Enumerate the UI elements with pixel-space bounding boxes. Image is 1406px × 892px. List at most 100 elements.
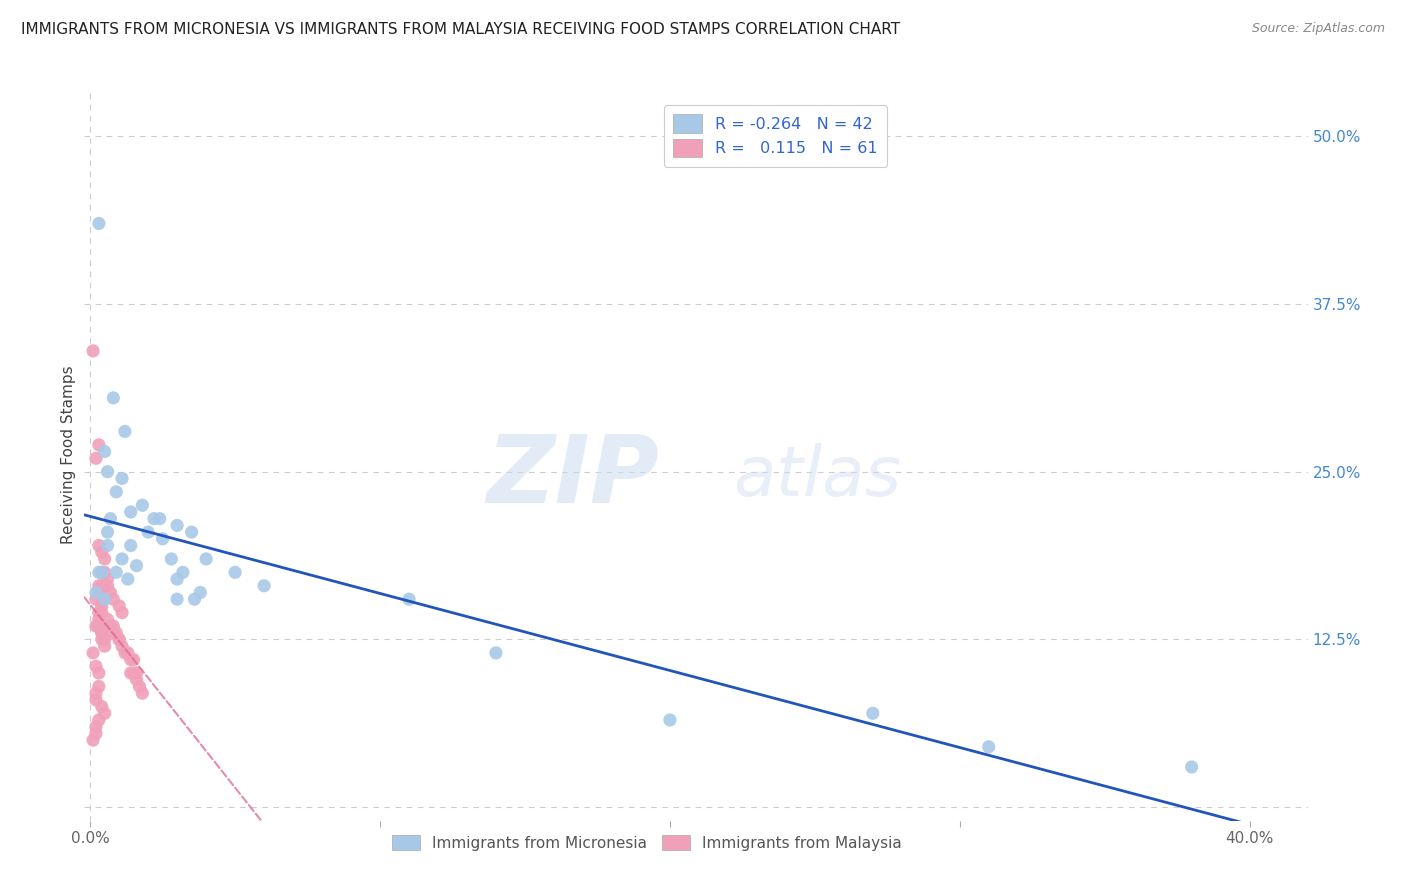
Point: [120, 665, 142, 680]
Point: [84, 686, 107, 700]
Point: [90, 592, 112, 607]
Point: [87, 539, 110, 553]
Point: [90, 566, 112, 580]
Point: [117, 646, 139, 660]
Point: [84, 720, 107, 734]
Point: [114, 646, 136, 660]
Point: [125, 665, 148, 680]
Point: [103, 619, 125, 633]
Point: [84, 693, 107, 707]
Point: [93, 632, 115, 647]
Point: [120, 505, 142, 519]
Point: [122, 652, 145, 666]
Point: [117, 572, 139, 586]
Point: [90, 625, 112, 640]
Point: [87, 612, 110, 626]
Point: [87, 438, 110, 452]
Point: [87, 713, 110, 727]
Point: [142, 511, 165, 525]
Point: [90, 632, 112, 647]
Point: [120, 539, 142, 553]
Point: [160, 552, 183, 566]
Point: [125, 558, 148, 573]
Point: [90, 579, 112, 593]
Point: [398, 592, 420, 607]
Point: [105, 566, 128, 580]
Point: [87, 619, 110, 633]
Point: [100, 511, 122, 525]
Point: [84, 619, 107, 633]
Text: ZIP: ZIP: [486, 431, 659, 523]
Point: [87, 579, 110, 593]
Point: [93, 706, 115, 721]
Point: [108, 632, 131, 647]
Point: [84, 659, 107, 673]
Point: [87, 619, 110, 633]
Text: atlas: atlas: [733, 443, 901, 510]
Point: [87, 665, 110, 680]
Point: [87, 566, 110, 580]
Point: [90, 606, 112, 620]
Point: [172, 566, 194, 580]
Point: [96, 525, 118, 540]
Point: [103, 625, 125, 640]
Point: [114, 425, 136, 439]
Point: [93, 639, 115, 653]
Point: [120, 652, 142, 666]
Point: [93, 592, 115, 607]
Point: [108, 599, 131, 613]
Point: [82, 343, 104, 358]
Point: [90, 599, 112, 613]
Y-axis label: Receiving Food Stamps: Receiving Food Stamps: [60, 366, 76, 544]
Point: [166, 572, 188, 586]
Point: [105, 484, 128, 499]
Point: [195, 552, 218, 566]
Point: [96, 539, 118, 553]
Point: [136, 525, 159, 540]
Point: [188, 585, 211, 599]
Point: [96, 572, 118, 586]
Point: [862, 706, 884, 721]
Point: [108, 632, 131, 647]
Point: [100, 619, 122, 633]
Point: [84, 451, 107, 466]
Point: [100, 585, 122, 599]
Point: [111, 606, 134, 620]
Point: [96, 612, 118, 626]
Point: [93, 552, 115, 566]
Point: [90, 625, 112, 640]
Point: [485, 646, 508, 660]
Point: [152, 532, 174, 546]
Point: [1181, 760, 1204, 774]
Point: [87, 606, 110, 620]
Point: [82, 733, 104, 747]
Point: [84, 726, 107, 740]
Point: [131, 686, 153, 700]
Point: [131, 498, 153, 512]
Point: [180, 525, 202, 540]
Point: [93, 566, 115, 580]
Point: [87, 680, 110, 694]
Point: [166, 592, 188, 607]
Point: [103, 592, 125, 607]
Point: [111, 552, 134, 566]
Point: [103, 391, 125, 405]
Point: [183, 592, 205, 607]
Point: [82, 646, 104, 660]
Point: [105, 625, 128, 640]
Point: [90, 699, 112, 714]
Point: [122, 665, 145, 680]
Point: [96, 465, 118, 479]
Point: [658, 713, 681, 727]
Point: [84, 592, 107, 607]
Point: [90, 566, 112, 580]
Point: [90, 545, 112, 559]
Point: [87, 216, 110, 230]
Point: [111, 639, 134, 653]
Point: [125, 673, 148, 687]
Point: [87, 585, 110, 599]
Point: [166, 518, 188, 533]
Point: [128, 680, 150, 694]
Point: [96, 579, 118, 593]
Point: [149, 511, 172, 525]
